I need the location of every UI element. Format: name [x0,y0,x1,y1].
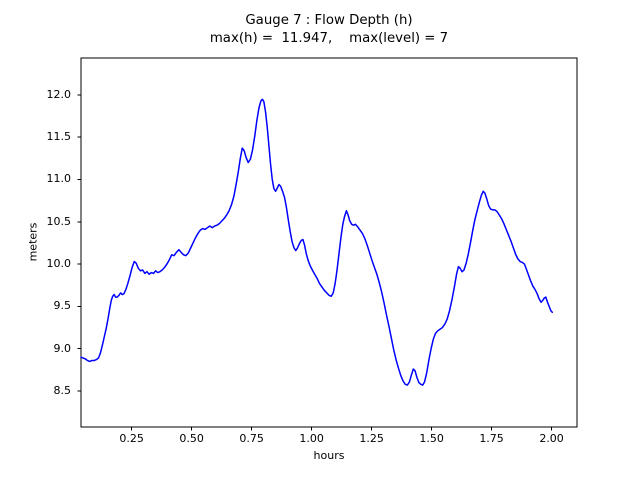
x-tick-label: 1.00 [299,432,324,445]
y-tick-label: 11.0 [46,172,72,186]
y-tick-label: 10.5 [46,214,72,228]
x-tick-label: 1.75 [479,432,504,445]
y-tick-label: 12.0 [46,87,72,101]
x-tick-label: 1.25 [359,432,384,445]
x-axis-label: hours [313,449,345,462]
x-tick-label: 2.00 [539,432,564,445]
x-tick-label: 0.25 [119,432,144,445]
y-tick-label: 8.5 [53,384,72,398]
y-tick-label: 9.5 [53,299,72,313]
chart-title: Gauge 7 : Flow Depth (h) [245,13,413,28]
x-tick-label: 0.50 [179,432,204,445]
y-tick-label: 10.0 [46,257,72,271]
chart-subtitle: max(h) = 11.947, max(level) = 7 [209,31,449,46]
y-tick-label: 11.5 [46,130,72,144]
y-tick-label: 9.0 [53,341,72,355]
x-tick-label: 1.50 [419,432,444,445]
axes-frame [80,57,578,428]
flow-depth-line [80,98,554,386]
x-tick-label: 0.75 [239,432,264,445]
